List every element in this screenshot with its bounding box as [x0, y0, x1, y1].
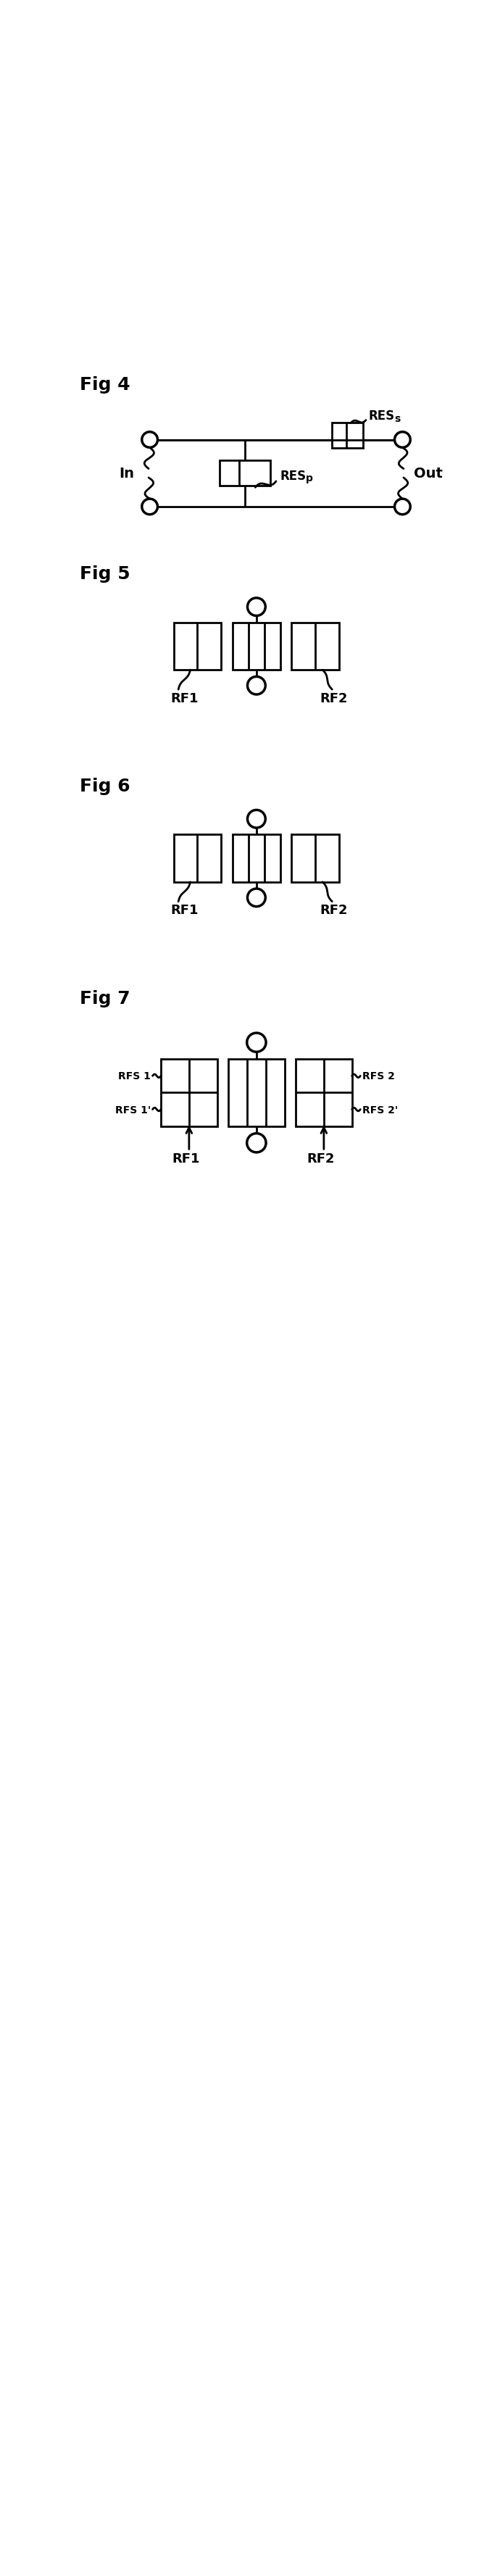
Text: Out: Out: [414, 466, 443, 482]
Bar: [292, 835, 339, 884]
Text: RFS 1: RFS 1: [118, 1072, 151, 1082]
Text: RF2: RF2: [320, 904, 348, 917]
Text: RFS 2: RFS 2: [362, 1072, 395, 1082]
Text: RFS 2': RFS 2': [362, 1105, 398, 1115]
Bar: [220, 461, 271, 487]
Text: RF1: RF1: [171, 693, 199, 706]
Text: p: p: [306, 474, 313, 484]
Text: RES: RES: [280, 469, 306, 482]
Bar: [233, 623, 280, 670]
Text: Fig 6: Fig 6: [80, 778, 130, 796]
Bar: [332, 422, 363, 448]
Bar: [173, 835, 221, 884]
Bar: [173, 623, 221, 670]
Text: Fig 7: Fig 7: [80, 989, 130, 1007]
Text: RF1: RF1: [172, 1151, 200, 1164]
Text: Fig 4: Fig 4: [80, 376, 130, 394]
Bar: [233, 835, 280, 884]
Text: Fig 5: Fig 5: [80, 567, 130, 582]
Text: In: In: [119, 466, 134, 482]
Bar: [292, 623, 339, 670]
Text: RFS 1': RFS 1': [115, 1105, 151, 1115]
Text: s: s: [395, 412, 400, 422]
Text: RF2: RF2: [307, 1151, 335, 1164]
Bar: [228, 1059, 285, 1126]
Text: RF2: RF2: [320, 693, 348, 706]
Bar: [296, 1059, 352, 1126]
Text: RF1: RF1: [171, 904, 199, 917]
Text: RES: RES: [369, 410, 395, 422]
Bar: [161, 1059, 217, 1126]
